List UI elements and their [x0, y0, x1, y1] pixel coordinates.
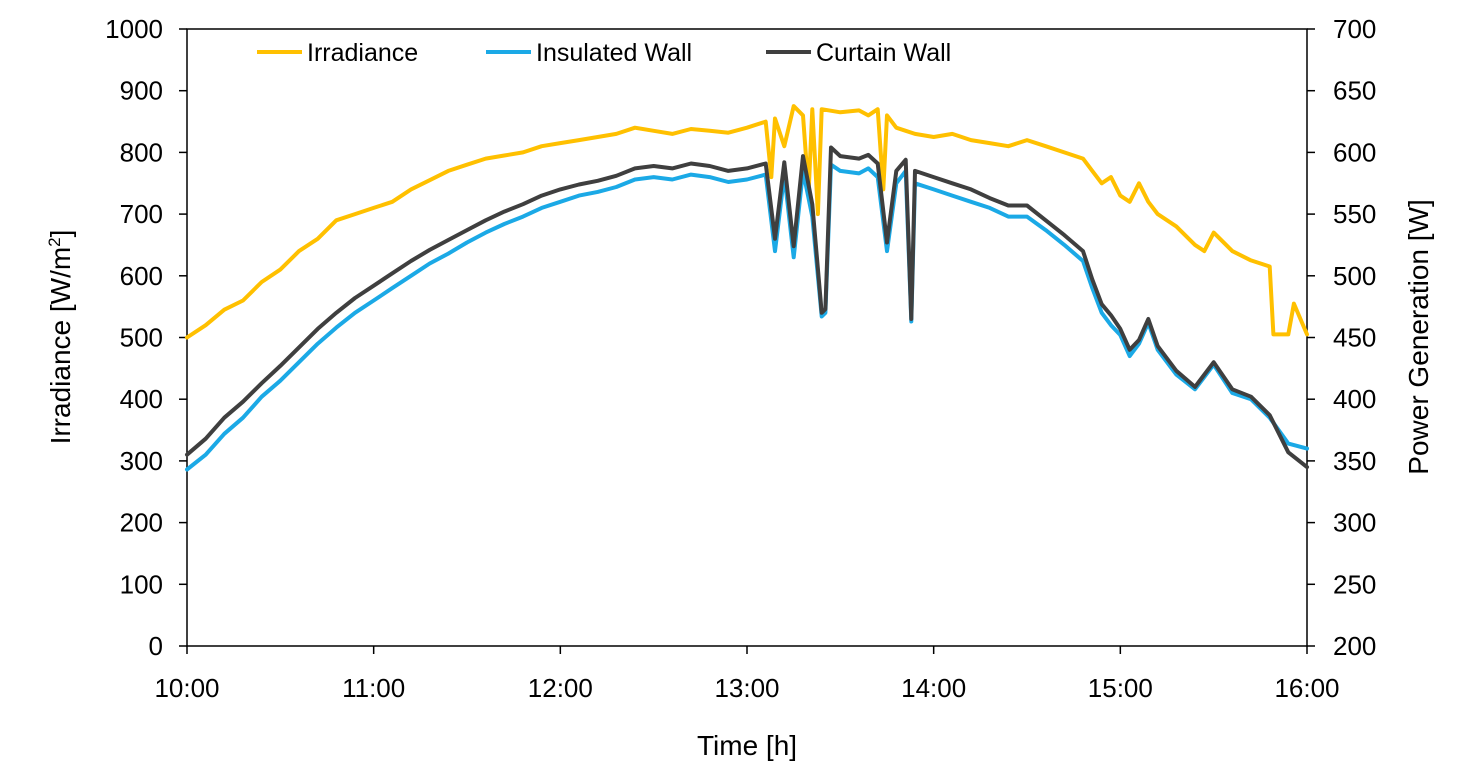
- left-y-axis-title-main: Irradiance [W/m: [45, 247, 76, 445]
- right-tick-label: 650: [1333, 76, 1376, 106]
- right-tick-label: 700: [1333, 14, 1376, 44]
- legend-label-curtain-wall: Curtain Wall: [816, 39, 951, 67]
- series-layer: [185, 104, 1309, 472]
- x-tick-label: 13:00: [714, 673, 779, 703]
- left-tick-label: 0: [149, 631, 163, 661]
- right-tick-label: 250: [1333, 569, 1376, 599]
- right-tick-label: 450: [1333, 323, 1376, 353]
- left-tick-label: 100: [120, 569, 163, 599]
- x-tick-label: 10:00: [154, 673, 219, 703]
- left-y-axis-title-suffix: ]: [45, 230, 76, 238]
- left-y-axis-title: Irradiance [W/m2]: [45, 230, 76, 445]
- x-tick-label: 11:00: [342, 673, 405, 703]
- left-y-axis-title-sup: 2: [45, 237, 64, 246]
- right-tick-label: 550: [1333, 199, 1376, 229]
- left-tick-label: 900: [120, 76, 163, 106]
- left-y-axis-ticks: 0 100 200 300 400 500 600 700 800 900 1000: [105, 14, 187, 661]
- x-tick-label: 15:00: [1088, 673, 1153, 703]
- right-tick-label: 400: [1333, 384, 1376, 414]
- x-tick-label: 14:00: [901, 673, 966, 703]
- right-tick-label: 600: [1333, 137, 1376, 167]
- x-tick-label: 16:00: [1274, 673, 1339, 703]
- left-tick-label: 300: [120, 446, 163, 476]
- left-tick-label: 800: [120, 137, 163, 167]
- left-tick-label: 400: [120, 384, 163, 414]
- left-tick-label: 200: [120, 508, 163, 538]
- right-tick-label: 300: [1333, 508, 1376, 538]
- legend: Irradiance Insulated Wall Curtain Wall: [257, 39, 951, 67]
- right-y-axis-title: Power Generation [W]: [1403, 199, 1434, 474]
- right-tick-label: 200: [1333, 631, 1376, 661]
- series-line-curtain-wall: [185, 145, 1309, 470]
- legend-label-irradiance: Irradiance: [307, 39, 418, 67]
- right-tick-label: 500: [1333, 261, 1376, 291]
- x-axis-title: Time [h]: [697, 730, 797, 761]
- series-line-irradiance: [185, 104, 1309, 340]
- left-tick-label: 500: [120, 323, 163, 353]
- right-y-axis-ticks: 200 250 300 350 400 450 500 550 600 650 700: [1307, 14, 1376, 661]
- x-tick-label: 12:00: [528, 673, 593, 703]
- left-tick-label: 1000: [105, 14, 163, 44]
- right-tick-label: 350: [1333, 446, 1376, 476]
- left-tick-label: 600: [120, 261, 163, 291]
- x-axis-ticks: 10:00 11:00 12:00 13:00 14:00 15:00 16:00: [154, 646, 1340, 703]
- legend-label-insulated-wall: Insulated Wall: [536, 39, 692, 67]
- left-tick-label: 700: [120, 199, 163, 229]
